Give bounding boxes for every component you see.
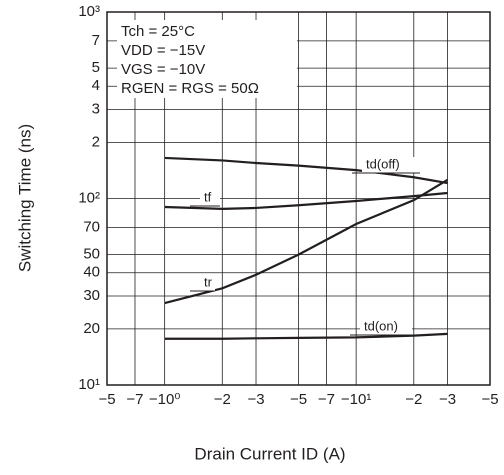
y-tick-label: 30 <box>83 287 100 304</box>
label-bg <box>200 275 215 291</box>
annotation: RGEN = RGS = 50Ω <box>121 80 259 97</box>
y-tick-label: 7 <box>92 32 100 49</box>
y-tick-label: 2 <box>92 133 100 150</box>
series-label: td(off) <box>366 156 400 171</box>
y-tick-label: 50 <box>83 246 100 263</box>
x-tick-label: −2 <box>405 391 422 408</box>
series-line <box>164 332 448 340</box>
x-tick-label: −3 <box>439 391 456 408</box>
label-bg <box>362 157 420 173</box>
y-tick-label: 70 <box>83 218 100 235</box>
label-bg <box>360 319 412 335</box>
series-line <box>164 156 448 185</box>
annotation: VDD = −15V <box>121 42 205 59</box>
series-line <box>164 178 449 305</box>
x-tick-label: −5 <box>98 391 115 408</box>
y-tick-label: 4 <box>92 77 100 94</box>
x-tick-label: −7 <box>318 391 335 408</box>
series-label: tr <box>204 274 213 289</box>
x-tick-label: −2 <box>214 391 231 408</box>
x-tick-label: −10⁰ <box>149 391 180 408</box>
x-axis-label: Drain Current ID (A) <box>194 444 345 463</box>
x-tick-label: −7 <box>126 391 143 408</box>
annotation: VGS = −10V <box>121 61 205 78</box>
annotation: Tch = 25°C <box>121 23 195 40</box>
x-tick-label: −5 <box>290 391 307 408</box>
y-axis-label: Switching Time (ns) <box>15 124 34 272</box>
y-tick-label: 5 <box>92 59 100 76</box>
y-tick-label: 10² <box>78 189 100 206</box>
annotation-box <box>117 20 297 98</box>
label-bg <box>200 190 220 206</box>
y-tick-label: 3 <box>92 100 100 117</box>
y-tick-label: 40 <box>83 264 100 281</box>
y-tick-label: 10¹ <box>78 376 100 393</box>
series-label: td(on) <box>364 318 398 333</box>
x-tick-label: −10¹ <box>341 391 371 408</box>
y-tick-label: 20 <box>83 320 100 337</box>
series-line <box>164 191 448 210</box>
plot-frame <box>106 11 491 386</box>
series-label: tf <box>204 189 212 204</box>
x-tick-label: −5 <box>481 391 498 408</box>
x-tick-label: −3 <box>247 391 264 408</box>
y-tick-label: 10³ <box>78 3 100 20</box>
